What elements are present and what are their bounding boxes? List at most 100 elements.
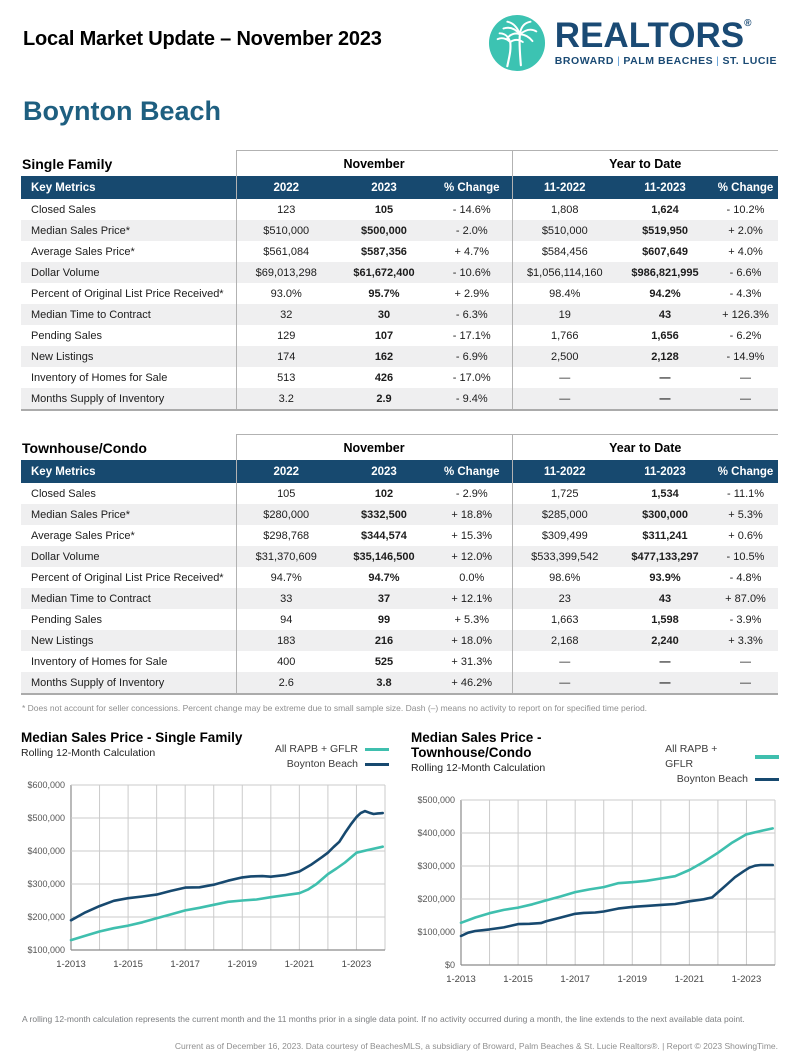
legend-label: Boynton Beach (676, 773, 748, 785)
value-cell: 2.6 (235, 672, 336, 695)
metric-cell: Closed Sales (31, 203, 96, 216)
chart-townhouse-condo: Median Sales Price - Townhouse/Condo Roll… (411, 730, 779, 999)
legend-label: All RAPB + GFLR (665, 743, 718, 770)
legend-item: All RAPB + GFLR (275, 742, 389, 757)
value-cell: 2,168 (511, 630, 618, 651)
section-title: Single Family (22, 156, 113, 172)
legend-item: All RAPB + GFLR (665, 742, 779, 772)
value-cell: + 0.6% (728, 529, 763, 542)
value-cell: — (659, 371, 671, 384)
value-cell: $587,356 (361, 245, 407, 258)
value-cell: $510,000 (235, 220, 336, 241)
series-line-all-rapb-gflr (69, 845, 385, 942)
value-cell: - 2.9% (455, 487, 488, 500)
chart-legend: All RAPB + GFLR Boynton Beach (275, 742, 389, 772)
value-cell: 1,663 (511, 609, 618, 630)
y-axis-tick: $400,000 (417, 828, 455, 838)
x-axis-tick: 1-2017 (170, 959, 200, 970)
series-line-all-rapb-gflr (459, 827, 775, 925)
value-cell: - 10.6% (452, 266, 491, 279)
value-cell: — (617, 388, 714, 411)
price-trend-charts: Median Sales Price - Single Family Rollin… (21, 730, 779, 999)
value-cell: + 3.3% (728, 634, 763, 647)
value-cell: 400 (235, 651, 336, 672)
x-axis-tick: 1-2023 (342, 959, 372, 970)
value-cell: 2.9 (336, 388, 432, 411)
metric-cell: Pending Sales (31, 613, 102, 626)
metric-cell: Percent of Original List Price Received* (31, 571, 224, 584)
table-row: Pending Sales 129 107 - 17.1% 1,766 1,656 - 6.… (21, 325, 778, 346)
metrics-table-townhouse-condo: Townhouse/Condo November Year to Date Key M… (21, 434, 779, 695)
x-axis-tick: 1-2013 (446, 974, 476, 985)
y-axis-tick: $500,000 (417, 795, 455, 805)
group-header: November (235, 150, 513, 176)
table-footnote: * Does not account for seller concession… (22, 703, 648, 713)
metric-cell: Median Sales Price* (31, 224, 131, 237)
value-cell: + 18.8% (451, 508, 493, 521)
column-header: % Change (432, 176, 513, 199)
value-cell: — (617, 672, 714, 695)
value-cell: - 3.9% (729, 613, 762, 626)
value-cell: — (740, 371, 752, 384)
legend-line-swatch (365, 762, 389, 767)
value-cell: + 87.0% (725, 592, 766, 605)
value-cell: 1,656 (651, 329, 679, 342)
y-axis-tick: $200,000 (27, 912, 65, 922)
value-cell: $510,000 (511, 220, 618, 241)
value-cell: 93.0% (235, 283, 336, 304)
value-cell: 129 (235, 325, 336, 346)
value-cell: $332,500 (361, 508, 407, 521)
metric-cell: Pending Sales (31, 329, 102, 342)
value-cell: 94.7% (235, 567, 336, 588)
value-cell: $300,000 (642, 508, 688, 521)
value-cell: - 11.1% (726, 487, 765, 500)
value-cell: 162 (374, 350, 394, 363)
table-row: Dollar Volume $69,013,298 $61,672,400 - 10.… (21, 262, 779, 283)
series-line-boynton-beach (459, 863, 775, 938)
value-cell: + 18.0% (451, 634, 493, 647)
chart-single-family: Median Sales Price - Single Family Rollin… (21, 730, 389, 999)
metric-cell: Median Time to Contract (31, 308, 151, 321)
value-cell: + 5.3% (454, 613, 490, 626)
column-header: 11-2022 (511, 460, 618, 483)
column-header: Key Metrics (21, 460, 236, 483)
value-cell: 216 (374, 634, 394, 647)
value-cell: 102 (374, 487, 394, 500)
table-row: Dollar Volume $31,370,609 $35,146,500 + 12.… (21, 546, 779, 567)
value-cell: — (713, 672, 779, 695)
report-footer: Current as of December 16, 2023. Data co… (174, 1041, 778, 1051)
y-axis-tick: $0 (445, 960, 455, 970)
legend-label: Boynton Beach (286, 758, 358, 770)
value-cell: 93.9% (649, 571, 681, 584)
table-row: Percent of Original List Price Received*… (21, 567, 778, 588)
value-cell: $986,821,995 (631, 266, 699, 279)
value-cell: 98.6% (511, 567, 618, 588)
legend-item: Boynton Beach (275, 757, 389, 772)
value-cell: - 14.6% (452, 203, 491, 216)
value-cell: $61,672,400 (353, 266, 415, 279)
value-cell: 107 (374, 329, 394, 342)
table-row: Pending Sales 94 99 + 5.3% 1,663 1,598 - 3.9% (21, 609, 778, 630)
value-cell: 183 (235, 630, 336, 651)
value-cell: $477,133,297 (631, 550, 699, 563)
group-header: Year to Date (511, 150, 779, 176)
value-cell: $533,399,542 (511, 546, 618, 567)
column-header: Key Metrics (21, 176, 236, 199)
value-cell: 19 (511, 304, 618, 325)
value-cell: 1,725 (511, 483, 618, 504)
legend-line-swatch (755, 755, 779, 759)
table-row: Median Sales Price* $280,000 $332,500 + 18.… (21, 504, 779, 525)
legend-item: Boynton Beach (665, 772, 779, 787)
value-cell: 1,534 (651, 487, 679, 500)
value-cell: + 12.0% (451, 550, 493, 563)
realtors-logo: REALTORS® BROWARD | PALM BEACHES | ST. LUCIE (488, 14, 777, 72)
value-cell: + 5.3% (728, 508, 763, 521)
value-cell: 426 (374, 371, 394, 384)
column-header: % Change (713, 460, 779, 483)
report-header: Local Market Update – November 2023 (21, 12, 779, 72)
value-cell: 513 (235, 367, 336, 388)
metric-cell: Closed Sales (31, 487, 96, 500)
x-axis-tick: 1-2015 (113, 959, 143, 970)
value-cell: 99 (377, 613, 391, 626)
value-cell: 525 (374, 655, 394, 668)
